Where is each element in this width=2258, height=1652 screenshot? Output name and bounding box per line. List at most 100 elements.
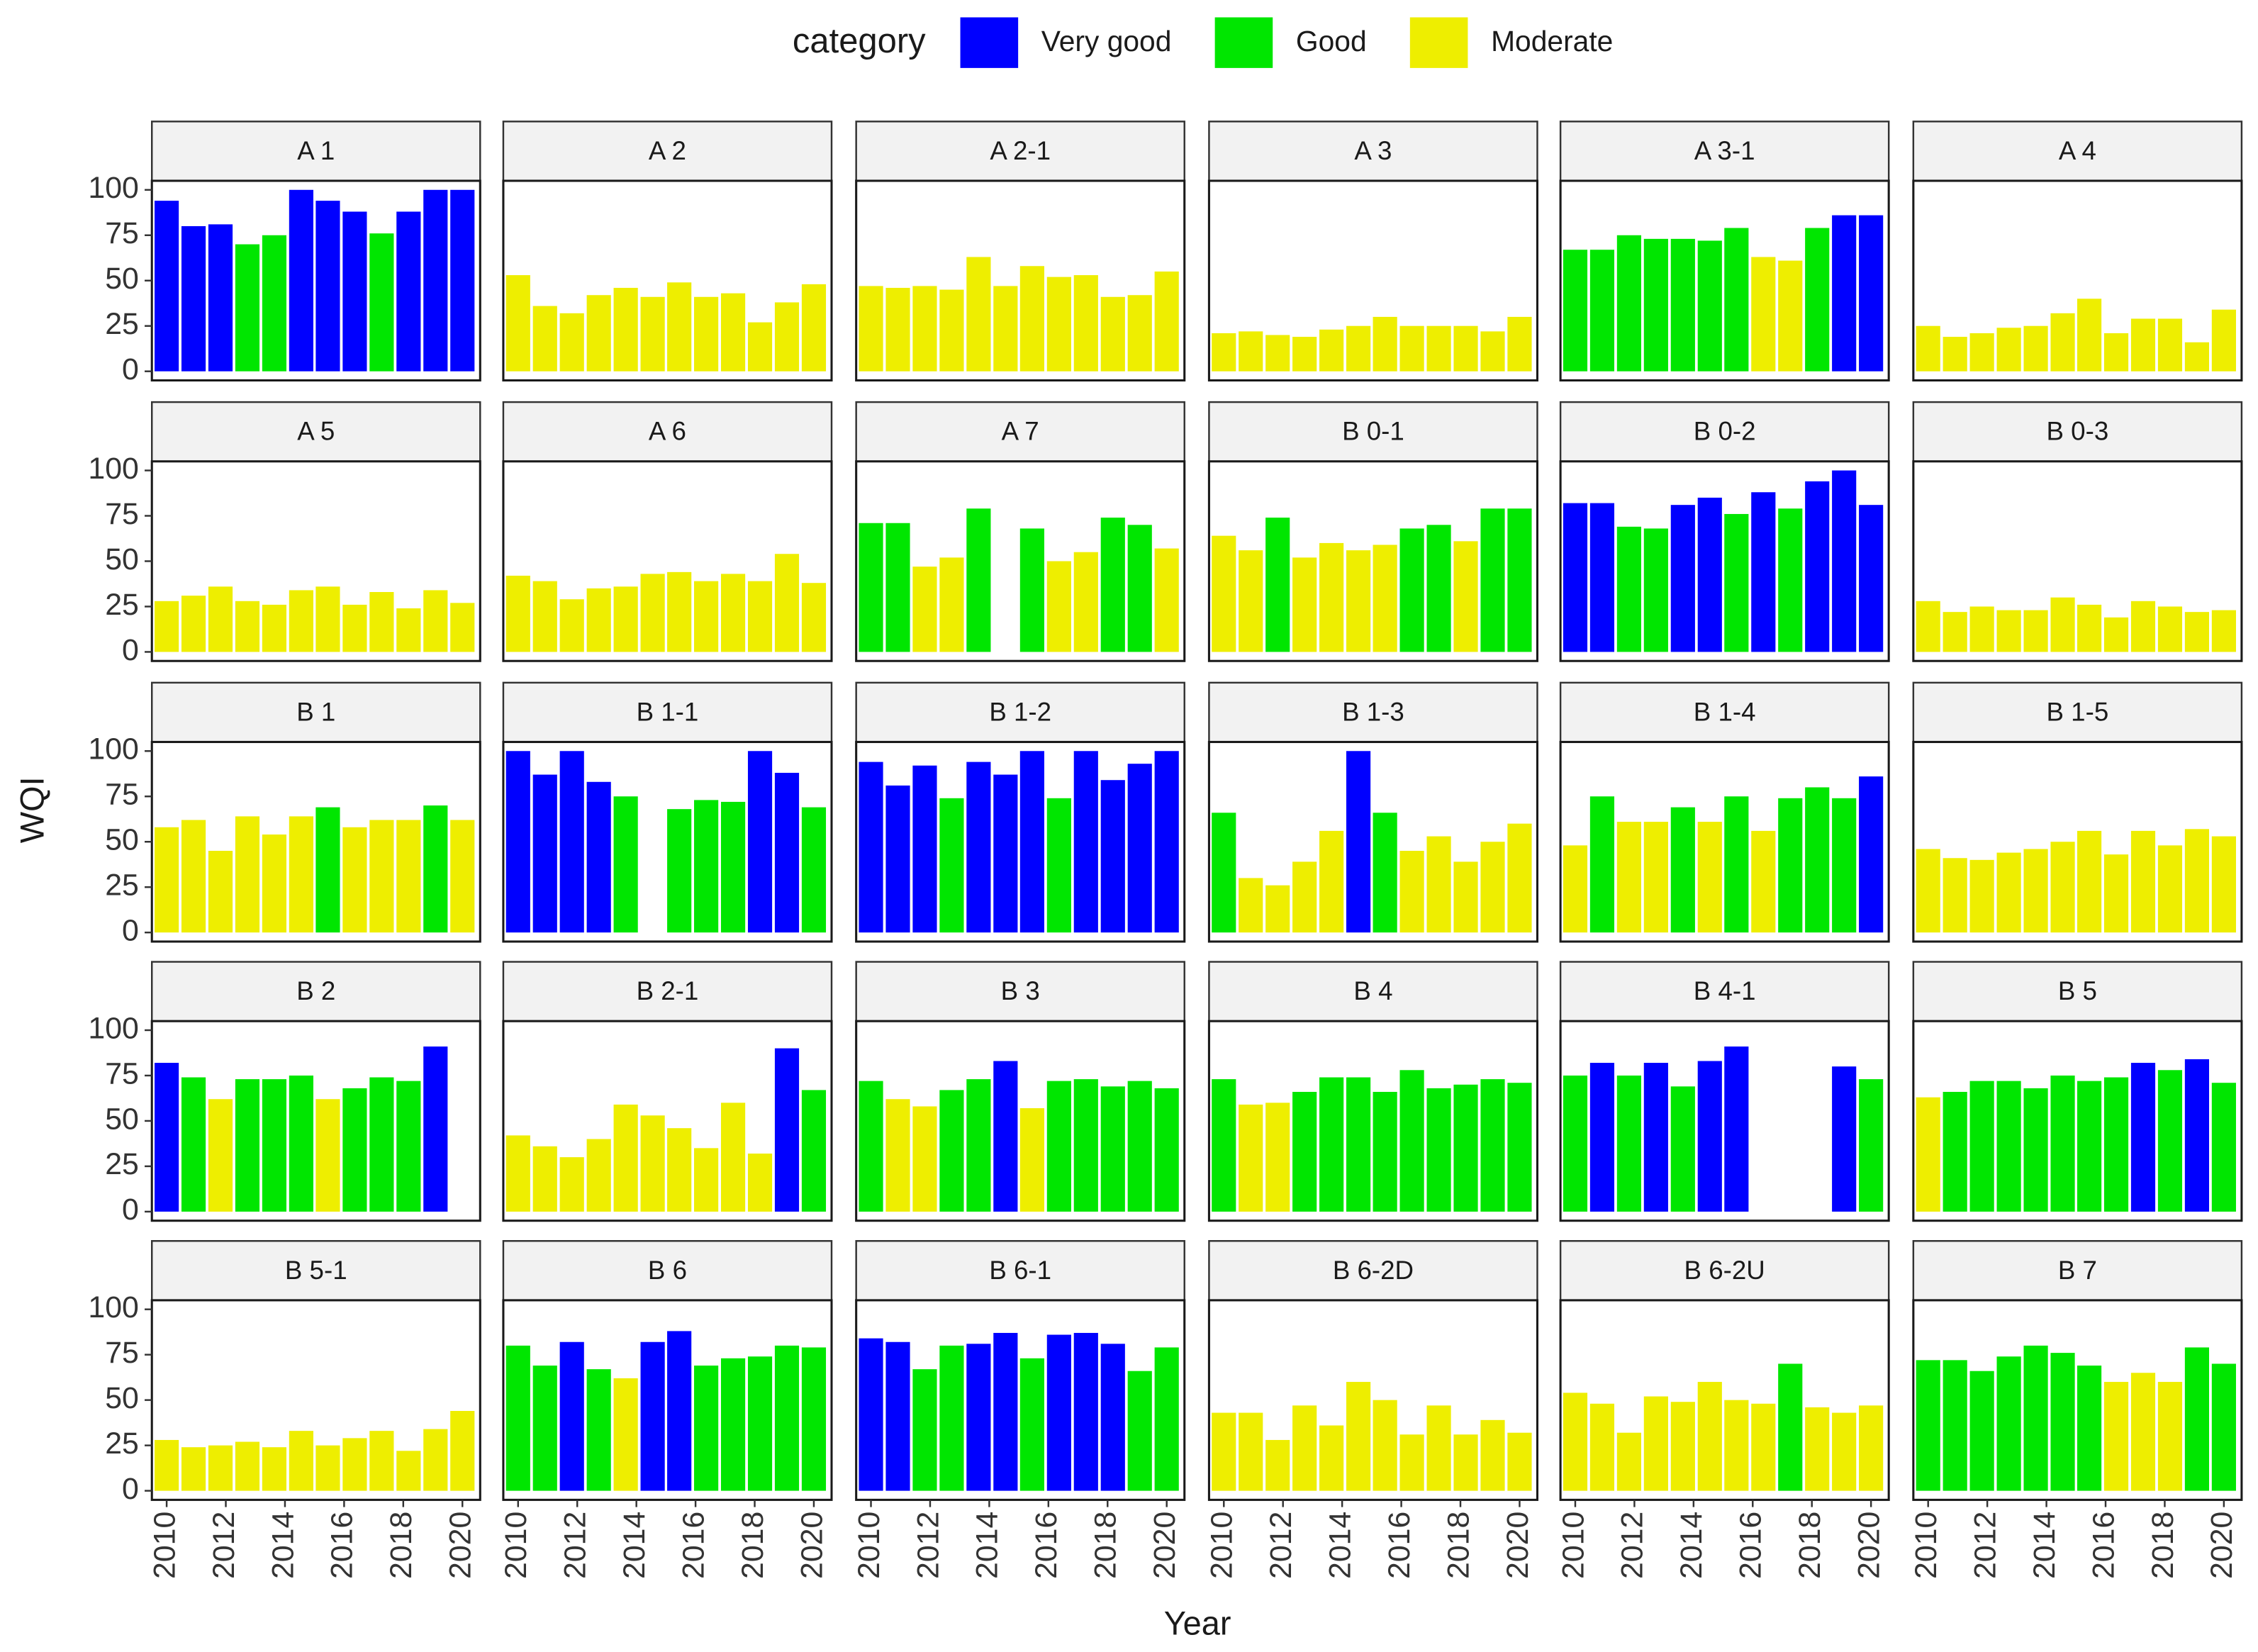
bar: [1616, 235, 1641, 372]
panel-border: [502, 1299, 833, 1501]
x-tick-label: 2010: [1909, 1512, 1943, 1579]
bar: [1859, 776, 1884, 933]
bar: [912, 286, 937, 372]
legend-title: category: [793, 22, 926, 60]
bar: [155, 1063, 179, 1212]
bar: [993, 1332, 1018, 1491]
bar: [747, 1154, 773, 1212]
bar: [720, 1103, 746, 1212]
bar: [1319, 329, 1344, 372]
bar: [2103, 333, 2129, 372]
bar: [235, 1441, 260, 1491]
x-tick-label: 2016: [1382, 1512, 1416, 1579]
bar: [1073, 275, 1098, 372]
bar: [912, 567, 937, 652]
bar: [1046, 277, 1071, 372]
bar: [774, 554, 800, 652]
legend-key: [1409, 17, 1468, 68]
bar: [1073, 552, 1098, 652]
y-tick-label: 0: [122, 1472, 139, 1506]
bar: [1292, 1405, 1317, 1491]
bar: [289, 1431, 313, 1491]
bar: [1805, 787, 1830, 933]
panel-border: [1207, 1299, 1539, 1501]
bar: [586, 781, 611, 933]
bar: [1670, 1402, 1695, 1491]
strip-title: B 1-4: [1694, 697, 1756, 726]
bar: [747, 322, 773, 372]
bar: [1292, 1091, 1317, 1212]
bar: [1426, 525, 1451, 652]
x-tick-label: 2016: [1029, 1512, 1063, 1579]
bar: [369, 233, 394, 372]
bar: [1319, 542, 1344, 652]
bar: [1751, 257, 1776, 372]
bar: [586, 588, 611, 652]
bar: [450, 820, 475, 933]
legend-key: [1214, 17, 1273, 68]
bar: [2157, 1382, 2183, 1491]
bar: [1805, 481, 1830, 652]
strip-title: A 6: [649, 417, 686, 446]
bar: [2184, 829, 2210, 933]
bar: [1399, 1434, 1424, 1491]
bar: [1480, 1079, 1505, 1212]
bar: [1373, 316, 1397, 372]
bar: [1643, 1396, 1668, 1491]
bar: [640, 1341, 665, 1491]
x-tick-label: 2014: [1323, 1512, 1357, 1579]
bar: [1616, 1075, 1641, 1212]
panel-border: [1912, 1020, 2243, 1222]
strip-title: B 1-1: [637, 697, 699, 726]
bar: [1046, 561, 1071, 652]
bar: [396, 608, 421, 652]
bar: [1073, 1079, 1098, 1212]
bar: [912, 765, 937, 933]
bar: [1507, 316, 1532, 372]
bar: [1373, 813, 1397, 933]
strip: [502, 1240, 833, 1302]
bar: [315, 201, 340, 372]
panel-border: [855, 1020, 1186, 1222]
bar: [2050, 313, 2075, 372]
bar: [2023, 849, 2048, 933]
bar: [1265, 885, 1290, 933]
bar: [1724, 228, 1749, 372]
bar: [1563, 250, 1588, 372]
bar: [1589, 250, 1615, 372]
bar: [1778, 508, 1803, 652]
bar: [1399, 325, 1424, 372]
bar: [450, 603, 475, 652]
bar: [1589, 796, 1615, 933]
bar: [1996, 1081, 2021, 1212]
bar: [2077, 604, 2102, 652]
bar: [1212, 333, 1236, 372]
bar: [1046, 1081, 1071, 1212]
bar: [181, 1077, 206, 1212]
bar: [1319, 1077, 1344, 1212]
bar: [396, 211, 421, 372]
bar: [1943, 337, 1967, 372]
panel-border: [855, 740, 1186, 943]
bar: [613, 1378, 638, 1491]
bar: [155, 1439, 179, 1491]
x-tick-label: 2016: [325, 1512, 359, 1579]
bar: [559, 313, 584, 372]
x-tick-label: 2010: [1556, 1512, 1590, 1579]
bar: [1292, 557, 1317, 652]
bar: [859, 761, 883, 933]
bar: [1507, 508, 1532, 652]
bar: [1724, 513, 1749, 652]
bar: [1100, 518, 1125, 652]
bar: [1805, 1407, 1830, 1491]
x-tick-label: 2020: [2205, 1512, 2239, 1579]
bar: [667, 809, 692, 933]
bar: [2184, 342, 2210, 372]
x-tick-label: 2014: [1675, 1512, 1709, 1579]
bar: [1399, 1070, 1424, 1212]
bar: [1046, 798, 1071, 933]
x-tick-label: 2010: [852, 1512, 886, 1579]
bar: [966, 508, 991, 652]
bar: [939, 289, 964, 372]
bar: [2130, 318, 2156, 372]
